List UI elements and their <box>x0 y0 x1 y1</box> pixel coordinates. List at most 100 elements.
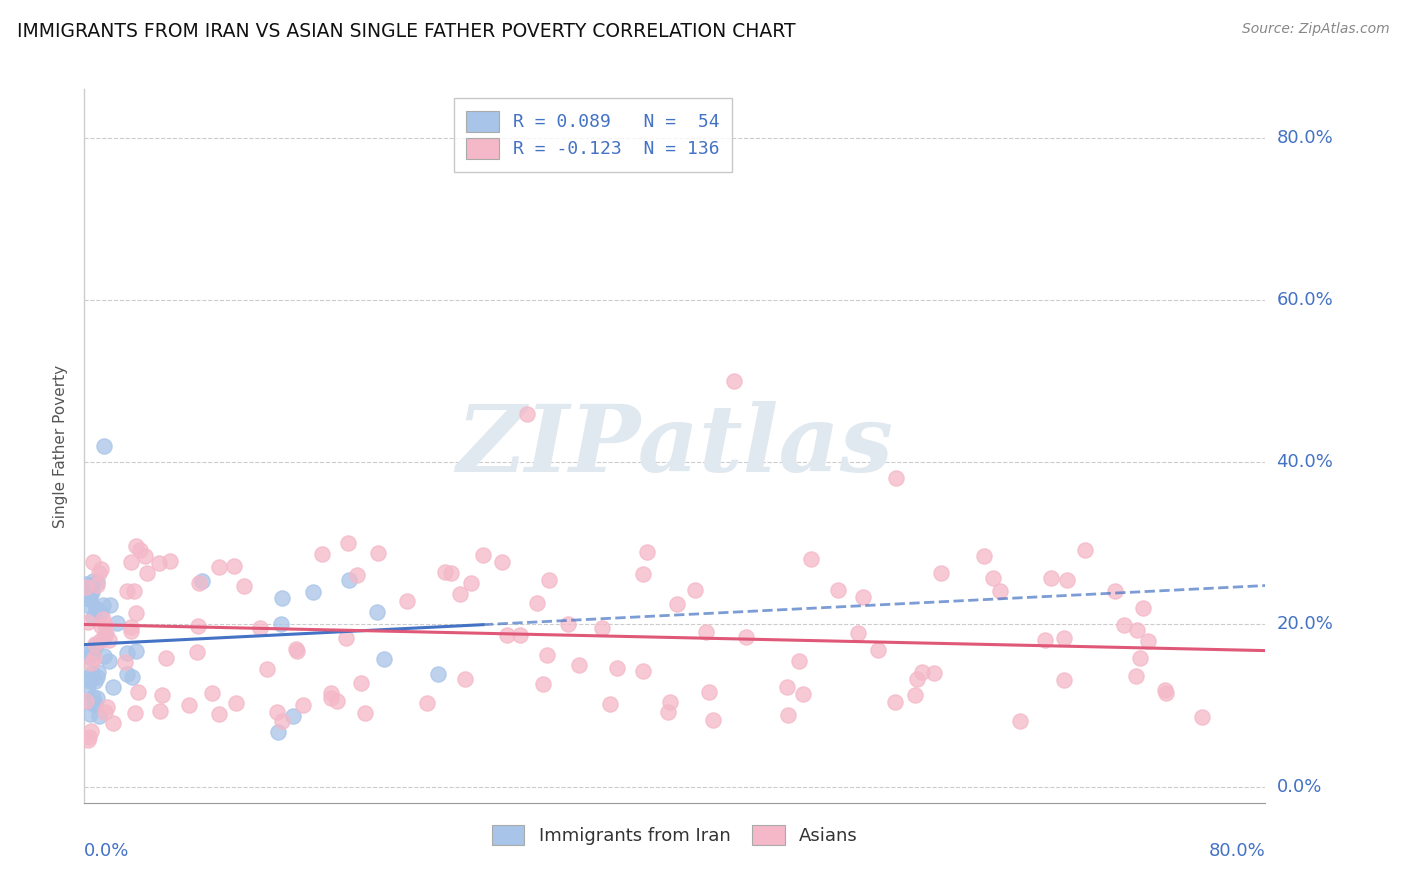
Point <box>77 733 100 747</box>
Point <box>96 625 118 640</box>
Point <box>82 585 104 599</box>
Point <box>1056 574 1078 588</box>
Point <box>82 610 104 624</box>
Point <box>79 706 101 721</box>
Text: ZIPatlas: ZIPatlas <box>457 401 893 491</box>
Point <box>115 667 138 681</box>
Point <box>537 573 560 587</box>
Point <box>105 616 128 631</box>
Point <box>76 682 98 697</box>
Point <box>531 677 554 691</box>
Point <box>128 543 150 558</box>
Point <box>125 539 148 553</box>
Legend: Immigrants from Iran, Asians: Immigrants from Iran, Asians <box>482 815 868 855</box>
Point <box>591 621 613 635</box>
Point <box>155 650 177 665</box>
Point <box>90 619 112 633</box>
Point <box>84 696 107 710</box>
Point <box>187 618 209 632</box>
Point <box>124 584 146 599</box>
Point <box>83 651 105 665</box>
Point <box>904 689 927 703</box>
Point <box>222 559 245 574</box>
Point <box>124 706 146 721</box>
Point <box>1129 651 1152 665</box>
Point <box>321 686 343 700</box>
Point <box>868 643 890 657</box>
Point <box>91 599 114 613</box>
Point <box>76 671 98 685</box>
Text: 20.0%: 20.0% <box>1277 615 1333 633</box>
Point <box>96 700 118 714</box>
Point <box>79 674 101 689</box>
Point <box>86 577 108 591</box>
Point <box>127 685 149 699</box>
Point <box>460 576 482 591</box>
Point <box>75 580 97 594</box>
Point <box>83 698 105 713</box>
Point <box>1035 632 1057 647</box>
Point <box>699 685 721 699</box>
Point <box>509 628 531 642</box>
Point <box>103 681 125 695</box>
Point <box>911 665 934 680</box>
Point <box>657 706 679 720</box>
Point <box>82 574 104 588</box>
Point <box>93 612 115 626</box>
Point <box>201 686 224 700</box>
Point <box>1053 631 1076 645</box>
Point <box>152 688 174 702</box>
Point <box>416 696 439 710</box>
Point <box>702 713 724 727</box>
Point <box>77 591 100 606</box>
Point <box>1112 618 1135 632</box>
Point <box>90 607 112 621</box>
Text: IMMIGRANTS FROM IRAN VS ASIAN SINGLE FATHER POVERTY CORRELATION CHART: IMMIGRANTS FROM IRAN VS ASIAN SINGLE FAT… <box>17 22 796 41</box>
Point <box>321 690 343 705</box>
Point <box>191 574 214 589</box>
Text: 80.0%: 80.0% <box>1277 128 1333 147</box>
Point <box>827 582 849 597</box>
Point <box>79 587 101 601</box>
Point <box>208 559 231 574</box>
Point <box>496 628 519 642</box>
Point <box>336 536 359 550</box>
Point <box>134 549 156 563</box>
Point <box>87 665 110 679</box>
Point <box>1074 542 1097 557</box>
Point <box>905 673 928 687</box>
Point <box>1191 709 1213 723</box>
Point <box>77 615 100 630</box>
Point <box>800 551 823 566</box>
Point <box>149 705 172 719</box>
Point <box>86 639 108 653</box>
Point <box>1104 583 1126 598</box>
Point <box>292 698 315 713</box>
Point <box>852 590 875 604</box>
Point <box>599 698 621 712</box>
Point <box>93 706 115 720</box>
Point <box>287 643 309 657</box>
Point <box>225 696 247 710</box>
Point <box>636 545 658 559</box>
Point <box>121 670 143 684</box>
Point <box>922 665 945 680</box>
Point <box>89 708 111 723</box>
Point <box>93 649 115 664</box>
Point <box>94 618 117 632</box>
Point <box>90 562 112 576</box>
Point <box>115 646 138 660</box>
Point <box>792 687 814 701</box>
Point <box>1132 601 1154 615</box>
Point <box>159 554 181 568</box>
Point <box>787 654 810 668</box>
Point <box>775 680 797 694</box>
Point <box>86 670 108 684</box>
Point <box>454 673 477 687</box>
Point <box>75 576 97 591</box>
Point <box>148 556 170 570</box>
Point <box>1154 682 1177 697</box>
Point <box>439 566 461 581</box>
Point <box>266 725 288 739</box>
Point <box>929 566 952 581</box>
